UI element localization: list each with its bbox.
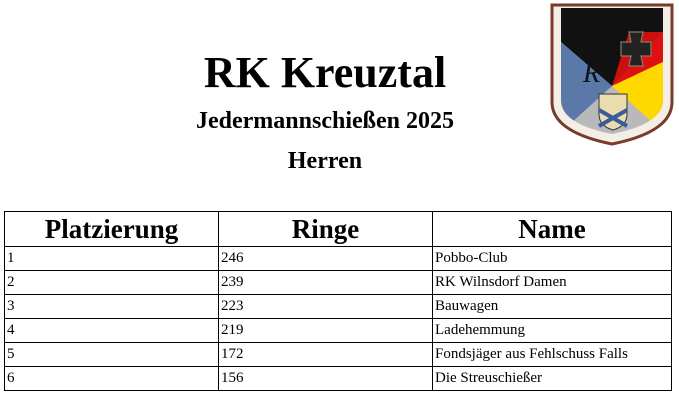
rings-cell: 172 (218, 342, 433, 367)
category-heading: Herren (287, 148, 363, 174)
column-header-name: Name (432, 211, 672, 247)
table-row: 6 156 Die Streuschießer (4, 366, 672, 391)
table-row: 4 219 Ladehemmung (4, 318, 672, 343)
name-cell: Bauwagen (432, 294, 672, 319)
place-cell: 5 (4, 342, 219, 367)
rings-cell: 223 (218, 294, 433, 319)
name-cell: Ladehemmung (432, 318, 672, 343)
table-row: 3 223 Bauwagen (4, 294, 672, 319)
svg-text:R: R (582, 58, 600, 89)
rings-cell: 246 (218, 246, 433, 271)
table-row: 2 239 RK Wilnsdorf Damen (4, 270, 672, 295)
club-crest-logo: R (550, 3, 674, 146)
place-cell: 2 (4, 270, 219, 295)
name-cell: RK Wilnsdorf Damen (432, 270, 672, 295)
rings-cell: 156 (218, 366, 433, 391)
column-header-rings: Ringe (218, 211, 433, 247)
rings-cell: 239 (218, 270, 433, 295)
table-header-row: Platzierung Ringe Name (4, 211, 672, 247)
name-cell: Die Streuschießer (432, 366, 672, 391)
page-title: RK Kreuztal (203, 48, 447, 97)
place-cell: 3 (4, 294, 219, 319)
table-row: 1 246 Pobbo-Club (4, 246, 672, 271)
rings-cell: 219 (218, 318, 433, 343)
place-cell: 1 (4, 246, 219, 271)
event-subtitle: Jedermannschießen 2025 (196, 108, 454, 134)
place-cell: 6 (4, 366, 219, 391)
column-header-place: Platzierung (4, 211, 219, 247)
place-cell: 4 (4, 318, 219, 343)
name-cell: Fondsjäger aus Fehlschuss Falls (432, 342, 672, 367)
name-cell: Pobbo-Club (432, 246, 672, 271)
table-row: 5 172 Fondsjäger aus Fehlschuss Falls (4, 342, 672, 367)
